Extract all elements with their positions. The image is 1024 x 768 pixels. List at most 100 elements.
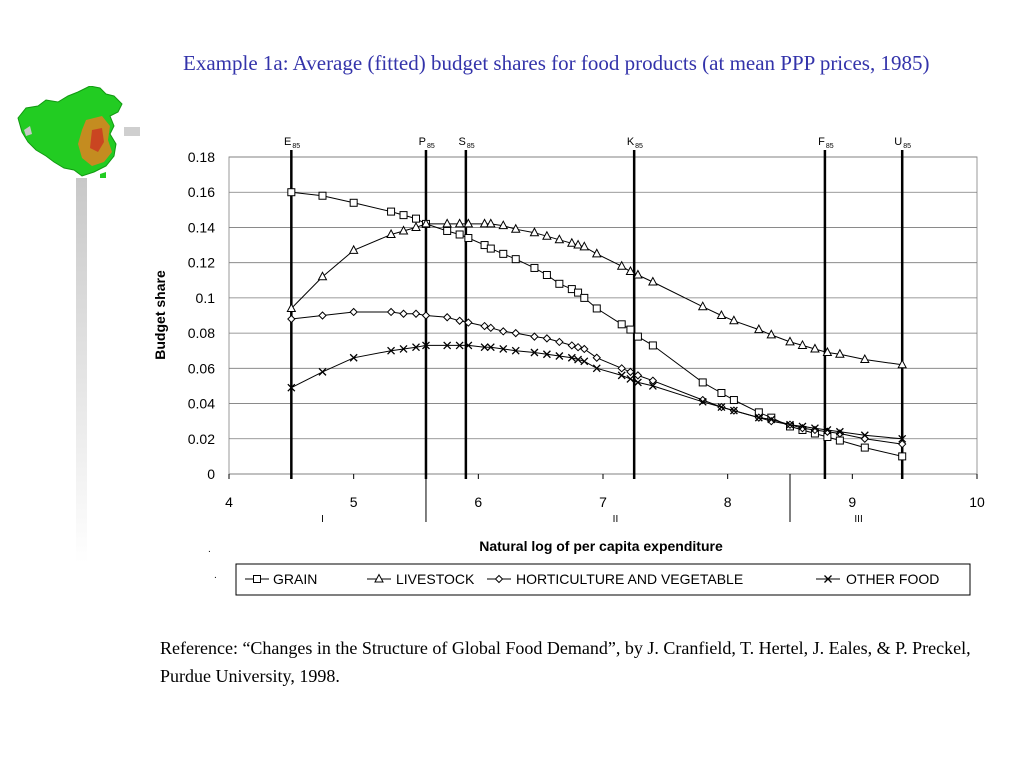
data-point — [860, 443, 869, 452]
data-point — [386, 228, 396, 238]
data-point — [626, 325, 635, 334]
data-point — [898, 452, 907, 461]
china-map-icon — [17, 86, 123, 178]
x-tick-label: 9 — [848, 494, 856, 510]
data-point — [573, 239, 583, 249]
legend-marker — [494, 574, 504, 584]
data-point — [499, 327, 508, 336]
marker-label: S — [459, 136, 466, 148]
data-point — [617, 364, 626, 373]
legend-marker — [253, 575, 261, 583]
data-point — [717, 403, 726, 412]
data-point — [753, 324, 764, 334]
data-point — [786, 420, 794, 429]
data-point — [387, 346, 396, 355]
y-tick-label: 0.18 — [188, 149, 215, 165]
data-point — [897, 359, 908, 369]
data-point — [633, 371, 643, 380]
series-line — [291, 191, 903, 457]
legend-marker — [824, 575, 832, 583]
x-tick-label: 8 — [724, 494, 732, 510]
legend-label: GRAIN — [273, 571, 317, 587]
data-point — [633, 332, 642, 341]
data-point — [898, 434, 907, 443]
data-point — [443, 226, 452, 235]
data-point — [318, 191, 327, 200]
data-point — [574, 288, 583, 297]
y-tick-label: 0 — [207, 466, 215, 482]
data-point — [480, 321, 489, 331]
data-point — [754, 413, 763, 422]
data-point — [499, 345, 508, 353]
gridlines — [228, 156, 978, 475]
data-point — [510, 223, 521, 233]
data-point — [398, 225, 409, 235]
data-point — [542, 230, 552, 240]
data-point — [412, 343, 420, 352]
data-point — [411, 309, 421, 318]
data-point — [580, 357, 589, 366]
data-point — [567, 353, 576, 362]
data-point — [442, 218, 452, 228]
x-tick-label: 6 — [474, 494, 482, 510]
data-point — [716, 309, 727, 319]
data-point — [822, 346, 833, 356]
data-point — [767, 415, 776, 424]
legend-box — [235, 563, 971, 596]
data-point — [498, 220, 509, 230]
data-point — [617, 371, 626, 380]
data-point — [797, 339, 808, 349]
data-point — [698, 378, 707, 387]
data-point — [399, 309, 408, 318]
data-point — [633, 378, 642, 387]
data-point — [626, 367, 635, 377]
data-point — [399, 345, 408, 353]
region-label: I — [321, 514, 324, 525]
data-point — [860, 431, 869, 440]
legend: GRAIN LIVESTOCK HORTICULTURE AND VEGETABLE… — [235, 563, 971, 596]
data-point — [566, 237, 577, 247]
data-point — [530, 332, 539, 341]
series-livestock — [286, 218, 908, 369]
data-point — [574, 355, 583, 364]
data-point — [464, 234, 473, 243]
data-point — [399, 211, 408, 220]
data-point — [422, 341, 430, 350]
data-point — [626, 374, 635, 383]
data-point — [859, 353, 870, 364]
data-point — [555, 352, 564, 360]
x-tick-label: 10 — [969, 494, 985, 510]
data-point — [287, 188, 296, 197]
y-axis-label: Budget share — [152, 270, 168, 360]
data-point — [897, 439, 907, 449]
data-point — [798, 422, 807, 431]
data-point — [580, 344, 589, 354]
data-point — [479, 218, 490, 228]
data-point — [486, 343, 495, 352]
x-tick-label: 7 — [599, 494, 607, 510]
data-point — [421, 218, 431, 228]
data-point — [698, 397, 707, 406]
marker-subscript: 85 — [467, 143, 475, 150]
data-point — [860, 434, 870, 443]
data-point — [455, 230, 464, 239]
logo-vertical-bar — [76, 178, 87, 563]
data-point — [567, 341, 577, 350]
y-tick-label: 0.08 — [188, 325, 215, 341]
legend-label: HORTICULTURE AND VEGETABLE — [516, 571, 743, 587]
data-point — [542, 270, 551, 279]
data-point — [625, 265, 636, 275]
chart-labels: Budget share Natural log of per capita e… — [152, 270, 723, 554]
region-label: III — [854, 514, 862, 525]
data-point — [835, 427, 844, 436]
data-point — [648, 381, 657, 390]
series-line — [291, 311, 903, 445]
data-point — [485, 218, 496, 228]
axes: 0 0.02 0.04 0.06 0.08 0.1 0.12 0.14 0.16 0.18 4 5 6 7… — [188, 149, 985, 510]
data-point — [617, 320, 626, 329]
data-point — [729, 396, 738, 405]
data-point — [785, 336, 795, 346]
data-point — [766, 329, 777, 339]
data-point — [455, 316, 464, 325]
data-point — [648, 376, 658, 385]
